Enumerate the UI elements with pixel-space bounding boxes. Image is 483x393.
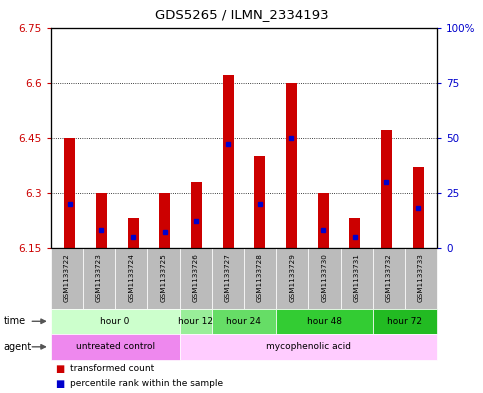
Text: hour 0: hour 0 [100, 317, 130, 326]
Text: hour 24: hour 24 [227, 317, 261, 326]
Text: GSM1133726: GSM1133726 [193, 253, 199, 303]
Text: GSM1133725: GSM1133725 [160, 253, 167, 303]
Text: agent: agent [4, 342, 32, 352]
Text: time: time [4, 316, 26, 326]
Text: ■: ■ [56, 378, 65, 389]
Bar [286, 83, 297, 248]
Bar [381, 130, 392, 248]
Bar [96, 193, 107, 248]
Bar [317, 193, 328, 248]
Text: GSM1133729: GSM1133729 [289, 253, 295, 303]
Bar [64, 138, 75, 248]
Text: hour 48: hour 48 [307, 317, 342, 326]
Text: percentile rank within the sample: percentile rank within the sample [70, 379, 223, 388]
Text: GSM1133733: GSM1133733 [418, 253, 424, 303]
Text: GSM1133731: GSM1133731 [354, 253, 360, 303]
Text: GSM1133730: GSM1133730 [321, 253, 327, 303]
Text: GSM1133727: GSM1133727 [225, 253, 231, 303]
Bar [159, 193, 170, 248]
Text: GDS5265 / ILMN_2334193: GDS5265 / ILMN_2334193 [155, 8, 328, 21]
Bar [128, 218, 139, 248]
Bar [412, 167, 424, 248]
Bar [223, 75, 234, 248]
Bar [349, 218, 360, 248]
Text: ■: ■ [56, 364, 65, 374]
Text: hour 12: hour 12 [178, 317, 213, 326]
Text: GSM1133732: GSM1133732 [386, 253, 392, 303]
Text: GSM1133728: GSM1133728 [257, 253, 263, 303]
Text: GSM1133724: GSM1133724 [128, 253, 134, 303]
Text: untreated control: untreated control [75, 342, 155, 351]
Bar [191, 182, 202, 248]
Text: GSM1133722: GSM1133722 [64, 253, 70, 303]
Text: mycophenolic acid: mycophenolic acid [266, 342, 351, 351]
Text: GSM1133723: GSM1133723 [96, 253, 102, 303]
Text: transformed count: transformed count [70, 364, 154, 373]
Text: hour 72: hour 72 [387, 317, 423, 326]
Bar [254, 156, 265, 248]
